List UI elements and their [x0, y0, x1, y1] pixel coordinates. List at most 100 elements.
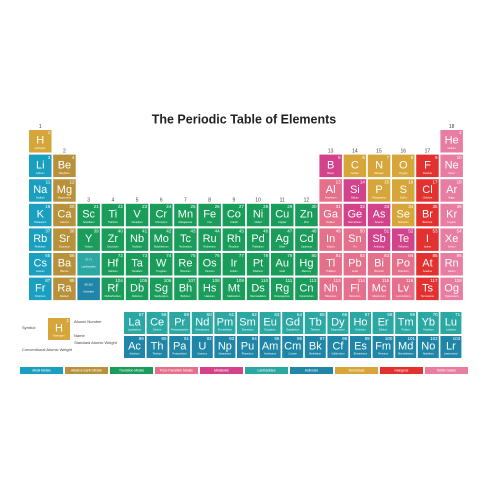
- element-cell: [259, 312, 281, 334]
- element-name: Zirconium: [107, 245, 118, 249]
- legend-swatch: [335, 367, 378, 374]
- element-symbol: Be: [58, 159, 71, 171]
- atomic-number: 15: [384, 179, 390, 184]
- atomic-number: 84: [408, 253, 414, 258]
- element-cell: [150, 253, 173, 276]
- element-name: Manganese: [179, 220, 193, 224]
- element-cell: [191, 336, 213, 358]
- atomic-number: 88: [69, 278, 75, 283]
- element-cell: [392, 277, 415, 301]
- element-name: Ytterbium: [423, 328, 434, 332]
- atomic-number: 111: [285, 278, 292, 283]
- element-name: Osmium: [205, 269, 215, 273]
- atomic-number: 42: [166, 229, 172, 234]
- element-cell: [367, 154, 391, 178]
- atomic-number: 34: [408, 204, 414, 209]
- element-name: Dubnium: [132, 294, 142, 298]
- element-name: Berkelium: [310, 352, 322, 356]
- element-name: Samarium: [242, 328, 254, 332]
- group-number: 3: [87, 198, 90, 204]
- element-cell: [125, 253, 149, 276]
- placeholder-cell: [77, 253, 100, 276]
- atomic-number: 98: [342, 336, 348, 341]
- element-name: Hydrogen: [35, 146, 47, 150]
- group-number: 17: [425, 148, 431, 154]
- element-cell: [295, 253, 318, 276]
- element-cell: [440, 312, 462, 334]
- atomic-number: 79: [287, 253, 293, 258]
- element-symbol: Mo: [154, 233, 169, 245]
- element-name: Magnesium: [58, 195, 71, 199]
- atomic-number: 93: [229, 336, 235, 341]
- element-cell: [440, 179, 463, 202]
- element-name: Xenon: [448, 245, 456, 249]
- element-symbol: Ac: [128, 340, 141, 352]
- element-symbol: Tb: [309, 316, 322, 328]
- element-symbol: Cn: [299, 282, 313, 294]
- element-cell: [53, 154, 76, 178]
- element-cell: [367, 179, 391, 202]
- element-name: Phosphorus: [372, 195, 387, 199]
- element-symbol: Sr: [59, 233, 70, 245]
- element-name: Radon: [448, 269, 456, 273]
- element-cell: [246, 277, 270, 301]
- element-symbol: Eu: [263, 316, 276, 328]
- atomic-number: 35: [432, 204, 438, 209]
- element-cell: [392, 253, 415, 276]
- atomic-number: 116: [406, 278, 414, 283]
- element-name: Nobelium: [423, 352, 434, 356]
- element-symbol: Nh: [324, 282, 338, 294]
- element-cell: [222, 203, 246, 227]
- element-name: Neptunium: [219, 352, 232, 356]
- element-symbol: No: [421, 340, 435, 352]
- atomic-number: 41: [142, 229, 148, 234]
- element-name: Niobium: [132, 245, 142, 249]
- atomic-number: 94: [252, 336, 258, 341]
- atomic-number: 61: [229, 312, 235, 317]
- atomic-number: 47: [287, 229, 293, 234]
- placeholder-cell: [77, 277, 100, 301]
- element-cell: [246, 228, 270, 251]
- element-symbol: Si: [350, 184, 360, 196]
- atomic-number: 55: [45, 253, 51, 258]
- element-cell: [101, 203, 125, 227]
- legend-label: Lanthanides: [258, 369, 276, 373]
- element-symbol: Rg: [275, 282, 289, 294]
- element-cell: [343, 154, 367, 178]
- element-cell: [124, 312, 145, 334]
- element-cell: [440, 154, 463, 178]
- element-symbol: Lu: [445, 316, 457, 328]
- element-name: Americium: [264, 352, 276, 356]
- element-name: Tellurium: [398, 245, 408, 249]
- element-name: Potassium: [34, 220, 46, 224]
- element-name: Palladium: [252, 245, 263, 249]
- element-cell: [367, 203, 391, 227]
- atomic-number: 57: [139, 312, 145, 317]
- element-name: Hassium: [205, 294, 215, 298]
- element-symbol: Ho: [353, 316, 367, 328]
- atomic-number: 18: [457, 179, 463, 184]
- element-symbol: Ca: [57, 208, 72, 220]
- element-symbol: Mg: [57, 184, 72, 196]
- atomic-number: 73: [142, 253, 148, 258]
- atomic-number: 56: [69, 253, 75, 258]
- element-cell: [150, 228, 173, 251]
- element-symbol: Mn: [178, 208, 193, 220]
- atomic-number: 107: [188, 278, 196, 283]
- atomic-number: 71: [455, 312, 461, 317]
- element-name: Aluminum: [325, 195, 337, 199]
- element-symbol: Cr: [155, 208, 167, 220]
- element-name: Holmium: [355, 328, 365, 332]
- element-symbol: Ba: [58, 258, 72, 270]
- element-symbol: Tl: [326, 258, 335, 270]
- element-name: Dysprosium: [331, 328, 345, 332]
- legend-label: Actinides: [305, 369, 319, 373]
- element-cell: [343, 277, 367, 301]
- element-symbol: Kr: [446, 208, 457, 220]
- element-name: Lithium: [36, 171, 44, 175]
- element-name: Rhenium: [180, 269, 190, 273]
- atomic-number: 95: [274, 336, 280, 341]
- element-symbol: Hf: [107, 258, 119, 270]
- element-cell: [416, 179, 439, 202]
- element-symbol: Pr: [174, 316, 185, 328]
